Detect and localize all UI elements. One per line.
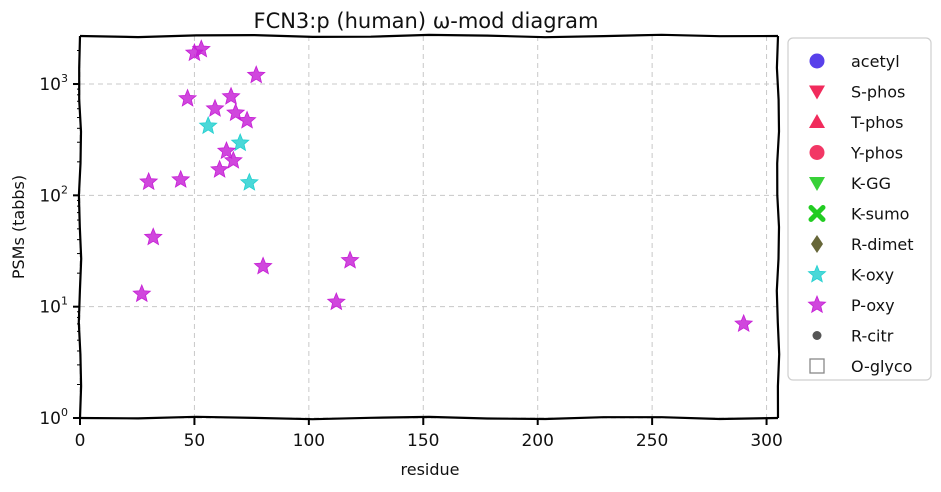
data-point-p-oxy — [191, 39, 211, 58]
legend-label: K-GG — [851, 174, 891, 193]
legend-label: R-citr — [851, 327, 894, 346]
legend-marker-k-sumo — [808, 205, 826, 222]
data-point-p-oxy — [223, 150, 243, 169]
plot-frame — [77, 33, 781, 421]
legend-marker-y-phos — [809, 145, 825, 160]
legend-box — [787, 37, 932, 381]
legend-label: Y-phos — [850, 144, 903, 163]
legend-label: P-oxy — [851, 296, 895, 315]
grid-lines — [79, 36, 778, 419]
data-point-p-oxy — [246, 65, 266, 84]
data-point-p-oxy — [734, 313, 754, 333]
legend-label: S-phos — [851, 83, 905, 102]
x-axis-label: residue — [401, 460, 460, 479]
data-point-p-oxy — [210, 159, 230, 178]
frame-bottom — [79, 415, 779, 421]
x-tick-label: 50 — [184, 431, 206, 451]
x-tick-label: 0 — [75, 431, 86, 451]
data-point-p-oxy — [132, 283, 152, 303]
x-tick-label: 100 — [293, 431, 325, 451]
data-point-p-oxy — [216, 140, 237, 160]
x-tick-label: 200 — [521, 431, 553, 451]
frame-right — [775, 35, 781, 419]
y-tick-label: 101 — [39, 295, 68, 318]
legend-marker-o-glyco — [809, 358, 825, 374]
data-point-p-oxy — [326, 292, 346, 311]
y-axis-ticks: 100 101 102 103 — [39, 50, 80, 429]
data-point-p-oxy — [226, 102, 246, 122]
frame-left — [77, 35, 83, 419]
legend-label: O-glyco — [851, 357, 912, 376]
y-axis-label: PSMs (tabbs) — [9, 175, 28, 279]
data-point-p-oxy — [205, 98, 225, 117]
legend-label: acetyl — [851, 52, 900, 71]
x-tick-label: 250 — [636, 431, 668, 451]
legend-marker-t-phos — [809, 114, 825, 128]
data-point-k-oxy — [239, 172, 259, 191]
data-point-p-oxy — [177, 88, 198, 107]
legend-marker-r-citr — [812, 331, 822, 340]
legend-marker-k-gg — [809, 177, 825, 191]
data-point-p-oxy — [340, 250, 360, 269]
legend-marker-r-dimet — [811, 235, 823, 253]
data-point-p-oxy — [221, 86, 241, 105]
legend-marker-p-oxy — [807, 294, 827, 314]
data-point-k-oxy — [198, 115, 218, 135]
legend-marker-acetyl — [809, 53, 825, 69]
x-tick-label: 150 — [407, 431, 439, 451]
legend-label: K-sumo — [851, 205, 909, 224]
legend-marker-k-oxy — [807, 264, 827, 283]
data-point-k-oxy — [230, 132, 250, 152]
data-points — [132, 39, 754, 333]
legend-marker-s-phos — [809, 85, 825, 100]
frame-top — [79, 33, 779, 39]
data-point-p-oxy — [171, 169, 191, 188]
data-point-p-oxy — [237, 110, 257, 129]
chart-title: FCN3:p (human) ω-mod diagram — [253, 9, 598, 33]
data-point-p-oxy — [253, 256, 273, 275]
data-point-p-oxy — [139, 171, 159, 191]
legend-label: K-oxy — [851, 266, 894, 285]
x-tick-label: 300 — [750, 431, 782, 451]
legend-label: R-dimet — [851, 235, 914, 254]
legend: acetyl S-phos T-phos Y-phos K-GG K-sumo R-dime… — [787, 37, 932, 381]
y-tick-label: 103 — [39, 72, 68, 95]
legend-label: T-phos — [850, 113, 904, 132]
data-point-p-oxy — [143, 227, 163, 246]
x-axis-ticks: 0 50 100 150 200 250 300 — [75, 418, 783, 451]
y-tick-label: 100 — [39, 406, 68, 429]
y-tick-label: 102 — [39, 183, 68, 206]
